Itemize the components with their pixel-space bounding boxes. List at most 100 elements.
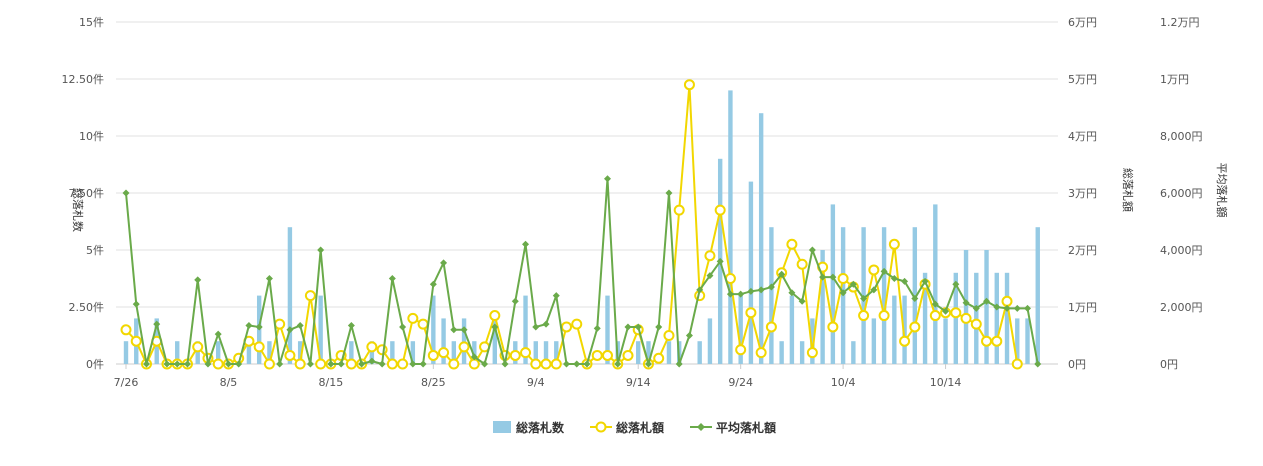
- point[interactable]: [491, 323, 499, 331]
- point[interactable]: [409, 360, 417, 368]
- point[interactable]: [737, 290, 745, 298]
- point[interactable]: [726, 290, 734, 298]
- bar[interactable]: [1025, 318, 1030, 364]
- point[interactable]: [655, 323, 663, 331]
- point[interactable]: [460, 326, 468, 334]
- point[interactable]: [593, 324, 601, 332]
- point[interactable]: [532, 323, 540, 331]
- point[interactable]: [929, 310, 941, 322]
- point[interactable]: [294, 358, 306, 370]
- bar[interactable]: [636, 341, 641, 364]
- bar[interactable]: [953, 272, 958, 364]
- point[interactable]: [663, 330, 675, 341]
- point[interactable]: [767, 283, 775, 291]
- legend-item-total-amount[interactable]: 総落札額: [590, 420, 664, 435]
- point[interactable]: [540, 358, 552, 370]
- bar[interactable]: [799, 341, 805, 364]
- point[interactable]: [798, 297, 806, 305]
- bar[interactable]: [892, 295, 897, 364]
- bar[interactable]: [451, 341, 457, 364]
- bar[interactable]: [472, 341, 477, 364]
- point[interactable]: [522, 240, 530, 248]
- point[interactable]: [683, 79, 695, 91]
- point[interactable]: [962, 299, 970, 307]
- point[interactable]: [407, 312, 419, 324]
- point[interactable]: [327, 360, 335, 368]
- point[interactable]: [563, 360, 571, 368]
- point[interactable]: [839, 289, 847, 297]
- point[interactable]: [837, 273, 849, 284]
- bar[interactable]: [933, 204, 938, 364]
- bar[interactable]: [789, 295, 795, 364]
- point[interactable]: [450, 326, 458, 334]
- bar[interactable]: [523, 295, 528, 364]
- point[interactable]: [427, 349, 439, 361]
- point[interactable]: [819, 273, 827, 281]
- point[interactable]: [122, 189, 130, 197]
- point[interactable]: [255, 323, 263, 331]
- bar[interactable]: [851, 341, 856, 364]
- point[interactable]: [163, 360, 171, 368]
- point[interactable]: [644, 360, 652, 368]
- point[interactable]: [520, 347, 532, 359]
- point[interactable]: [624, 323, 632, 331]
- point[interactable]: [286, 326, 294, 334]
- bar[interactable]: [175, 341, 180, 364]
- bar[interactable]: [492, 318, 497, 364]
- point[interactable]: [429, 280, 437, 288]
- point[interactable]: [263, 358, 275, 370]
- point[interactable]: [747, 287, 755, 295]
- point[interactable]: [952, 280, 960, 288]
- legend-item-total-count[interactable]: 総落札数: [493, 420, 565, 435]
- point[interactable]: [960, 312, 972, 324]
- point[interactable]: [849, 280, 857, 288]
- point[interactable]: [983, 297, 991, 305]
- point[interactable]: [601, 349, 613, 361]
- bar[interactable]: [287, 227, 293, 364]
- point[interactable]: [909, 321, 921, 333]
- bar[interactable]: [431, 295, 436, 364]
- point[interactable]: [696, 286, 704, 294]
- point[interactable]: [542, 320, 550, 328]
- bar[interactable]: [543, 341, 549, 364]
- point[interactable]: [675, 360, 683, 368]
- point[interactable]: [653, 352, 665, 364]
- bar[interactable]: [728, 90, 733, 365]
- bar[interactable]: [1035, 227, 1040, 364]
- bar[interactable]: [390, 341, 395, 364]
- point[interactable]: [552, 292, 560, 300]
- point[interactable]: [317, 246, 325, 254]
- bar[interactable]: [369, 341, 375, 364]
- point[interactable]: [376, 344, 388, 356]
- bar[interactable]: [769, 227, 774, 364]
- point[interactable]: [1034, 360, 1042, 368]
- point[interactable]: [880, 267, 888, 275]
- point[interactable]: [194, 276, 202, 284]
- point[interactable]: [1003, 304, 1011, 312]
- point[interactable]: [511, 297, 519, 305]
- bar[interactable]: [267, 341, 272, 364]
- point[interactable]: [386, 358, 398, 370]
- point[interactable]: [673, 204, 685, 216]
- bar[interactable]: [1015, 318, 1020, 364]
- point[interactable]: [735, 344, 747, 356]
- bar[interactable]: [349, 341, 354, 364]
- point[interactable]: [296, 322, 304, 330]
- point[interactable]: [991, 335, 1003, 347]
- point[interactable]: [550, 358, 562, 370]
- bar[interactable]: [216, 341, 221, 364]
- point[interactable]: [419, 360, 427, 368]
- point[interactable]: [509, 349, 521, 361]
- point[interactable]: [950, 307, 962, 319]
- point[interactable]: [224, 360, 232, 368]
- point[interactable]: [120, 324, 132, 336]
- point[interactable]: [901, 277, 909, 285]
- point[interactable]: [745, 307, 757, 319]
- bar[interactable]: [758, 113, 764, 364]
- point[interactable]: [345, 358, 357, 370]
- point[interactable]: [1013, 304, 1021, 312]
- point[interactable]: [368, 357, 376, 365]
- bar[interactable]: [943, 318, 948, 364]
- bar[interactable]: [461, 318, 467, 364]
- point[interactable]: [786, 238, 798, 250]
